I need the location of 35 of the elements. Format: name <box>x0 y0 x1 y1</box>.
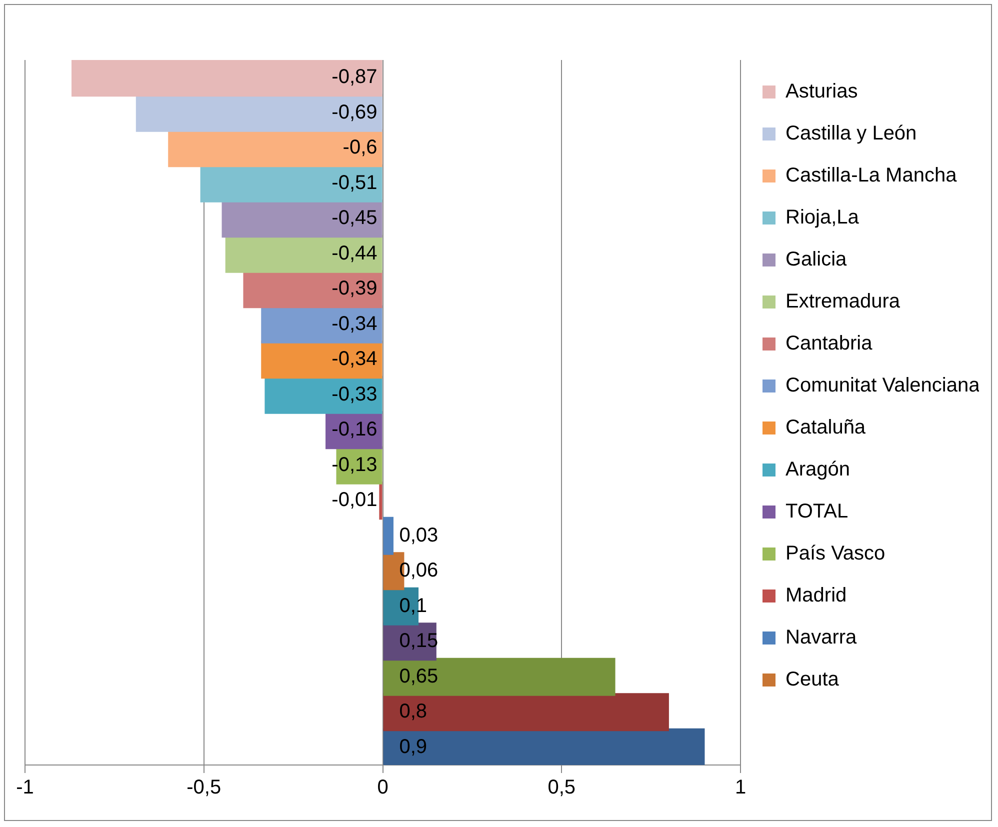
data-label: 0,65 <box>399 665 438 688</box>
legend-label: Cantabria <box>786 332 874 355</box>
legend-label: Castilla-La Mancha <box>786 164 958 187</box>
legend-label: Aragón <box>786 458 850 481</box>
data-label: 0,9 <box>399 736 428 758</box>
data-label: -0,69 <box>332 101 378 124</box>
x-tick-label: 0 <box>377 776 388 799</box>
data-label: -0,34 <box>332 348 378 370</box>
legend-label: Navarra <box>786 626 858 649</box>
data-label: -0,44 <box>332 242 378 264</box>
x-tick-label: -0,5 <box>186 776 222 799</box>
data-label: -0,6 <box>342 136 378 159</box>
legend-label: Galicia <box>786 248 848 271</box>
data-label: 0,8 <box>399 700 428 723</box>
data-label: -0,51 <box>332 172 378 194</box>
legend-label: Castilla y León <box>786 122 917 145</box>
data-label: -0,01 <box>332 489 378 512</box>
legend-label: País Vasco <box>786 542 886 565</box>
data-label: -0,39 <box>332 278 378 300</box>
data-label: -0,87 <box>332 66 378 88</box>
legend-label: TOTAL <box>786 500 848 523</box>
legend-label: Rioja,La <box>786 206 860 229</box>
x-tick-label: -1 <box>16 776 34 799</box>
legend-label: Asturias <box>786 80 858 103</box>
legend-label: Madrid <box>786 584 847 607</box>
data-label: -0,16 <box>332 418 378 441</box>
legend-label: Cataluña <box>786 416 866 439</box>
x-tick-label: 1 <box>734 776 746 799</box>
legend-label: Extremadura <box>786 290 901 313</box>
data-label: 0,03 <box>399 524 438 546</box>
data-label: -0,34 <box>332 312 378 335</box>
data-label: -0,45 <box>332 207 378 230</box>
legend-label: Ceuta <box>786 668 840 691</box>
x-tick-label: 0,5 <box>548 776 576 799</box>
data-label: -0,33 <box>332 383 378 406</box>
